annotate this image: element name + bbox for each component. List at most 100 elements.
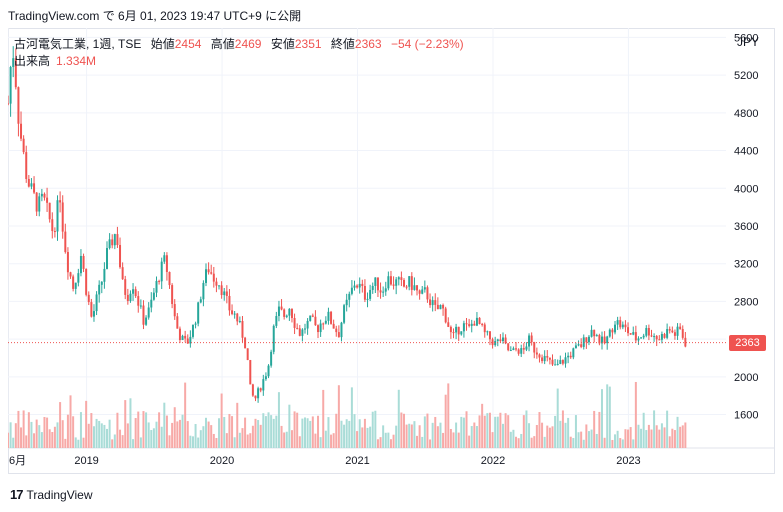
volume-bar <box>442 432 445 448</box>
volume-bar <box>587 431 590 448</box>
candle-body <box>64 231 67 253</box>
candle-body <box>546 355 549 358</box>
volume-bar <box>327 417 330 448</box>
candle-body <box>673 332 676 336</box>
volume-bar <box>619 438 622 448</box>
candle-body <box>655 336 658 340</box>
volume-bar <box>272 418 275 448</box>
price-chart[interactable]: 5600520048004400400036003200280024002000… <box>8 28 775 474</box>
volume-bar <box>33 433 36 448</box>
volume-bar <box>676 416 679 448</box>
candle-body <box>30 183 33 187</box>
tradingview-logo-icon[interactable]: 17 <box>10 487 24 502</box>
volume-bar <box>236 402 239 448</box>
volume-bar <box>12 437 15 448</box>
candle-body <box>270 351 273 366</box>
candle-body <box>577 344 580 346</box>
candle-body <box>176 316 179 329</box>
candle-body <box>69 272 72 277</box>
volume-bar <box>554 415 557 448</box>
candle-body <box>439 304 442 310</box>
candle-body <box>614 324 617 333</box>
volume-bar <box>353 414 356 448</box>
candle-body <box>236 313 239 322</box>
candle-body <box>442 304 445 309</box>
volume-bar <box>145 412 148 448</box>
candle-body <box>629 333 632 335</box>
symbol-legend: 古河電気工業, 1週, TSE 始値2454 高値2469 安値2351 終値2… <box>14 35 464 52</box>
volume-bar <box>134 418 137 448</box>
volume-bar <box>486 413 489 448</box>
volume-bar <box>434 416 437 448</box>
candle-body <box>165 255 168 272</box>
candle-body <box>684 337 687 347</box>
volume-bar <box>400 412 403 448</box>
volume-bar <box>345 419 348 448</box>
low-value: 2351 <box>294 37 322 51</box>
volume-bar <box>384 432 387 448</box>
volume-bar <box>116 412 119 448</box>
candle-body <box>447 322 450 327</box>
candle-body <box>259 388 262 391</box>
candle-body <box>191 324 194 337</box>
candle-body <box>168 271 171 286</box>
candle-body <box>580 344 583 347</box>
candle-body <box>554 364 557 366</box>
volume-bar <box>577 432 580 448</box>
candle-body <box>572 348 575 358</box>
volume-bar <box>17 410 20 448</box>
volume-bar <box>332 433 335 448</box>
candle-body <box>228 295 231 311</box>
volume-bar <box>22 410 25 448</box>
volume-bar <box>504 413 507 448</box>
volume-bar <box>423 416 426 448</box>
volume-bar <box>100 423 103 448</box>
candle-body <box>494 341 497 346</box>
volume-bar <box>163 402 166 448</box>
candle-body <box>296 327 299 329</box>
candle-body <box>530 335 533 343</box>
candle-body <box>408 276 411 287</box>
volume-bar <box>533 436 536 448</box>
volume-bar <box>9 422 12 448</box>
volume-bar <box>343 424 346 448</box>
volume-bar <box>35 419 38 448</box>
volume-bar <box>593 410 596 448</box>
x-tick-label: 2019 <box>74 455 98 467</box>
volume-bar <box>637 424 640 448</box>
y-tick-label: 4400 <box>734 146 758 158</box>
candle-body <box>548 357 551 360</box>
candle-body <box>538 354 541 358</box>
candle-body <box>251 384 254 396</box>
candle-body <box>590 329 593 337</box>
candle-body <box>61 202 64 232</box>
candle-body <box>56 200 59 232</box>
candle-body <box>285 315 288 317</box>
volume-bar <box>132 439 135 448</box>
candle-body <box>556 363 559 365</box>
footer-brand[interactable]: TradingView <box>26 487 93 502</box>
candle-body <box>254 395 257 399</box>
volume-bar <box>382 425 385 448</box>
candle-body <box>663 333 666 338</box>
candle-body <box>264 376 267 380</box>
volume-bar <box>173 407 176 448</box>
high-label: 高値 <box>210 37 235 51</box>
volume-bar <box>259 424 262 448</box>
candle-body <box>9 67 12 104</box>
candle-body <box>280 306 283 310</box>
volume-bar <box>366 427 369 448</box>
last-price-badge: 2363 <box>729 334 766 351</box>
volume-bar <box>582 439 585 448</box>
volume-bar <box>61 420 64 448</box>
y-tick-label: 4800 <box>734 108 758 120</box>
candle-body <box>306 320 309 329</box>
volume-bar <box>525 410 528 448</box>
volume-bar <box>324 430 327 448</box>
volume-bar <box>53 426 56 448</box>
volume-bar <box>621 439 624 448</box>
candle-body <box>145 317 148 325</box>
candle-body <box>38 196 41 212</box>
candle-body <box>595 335 598 337</box>
volume-bar <box>679 426 682 448</box>
